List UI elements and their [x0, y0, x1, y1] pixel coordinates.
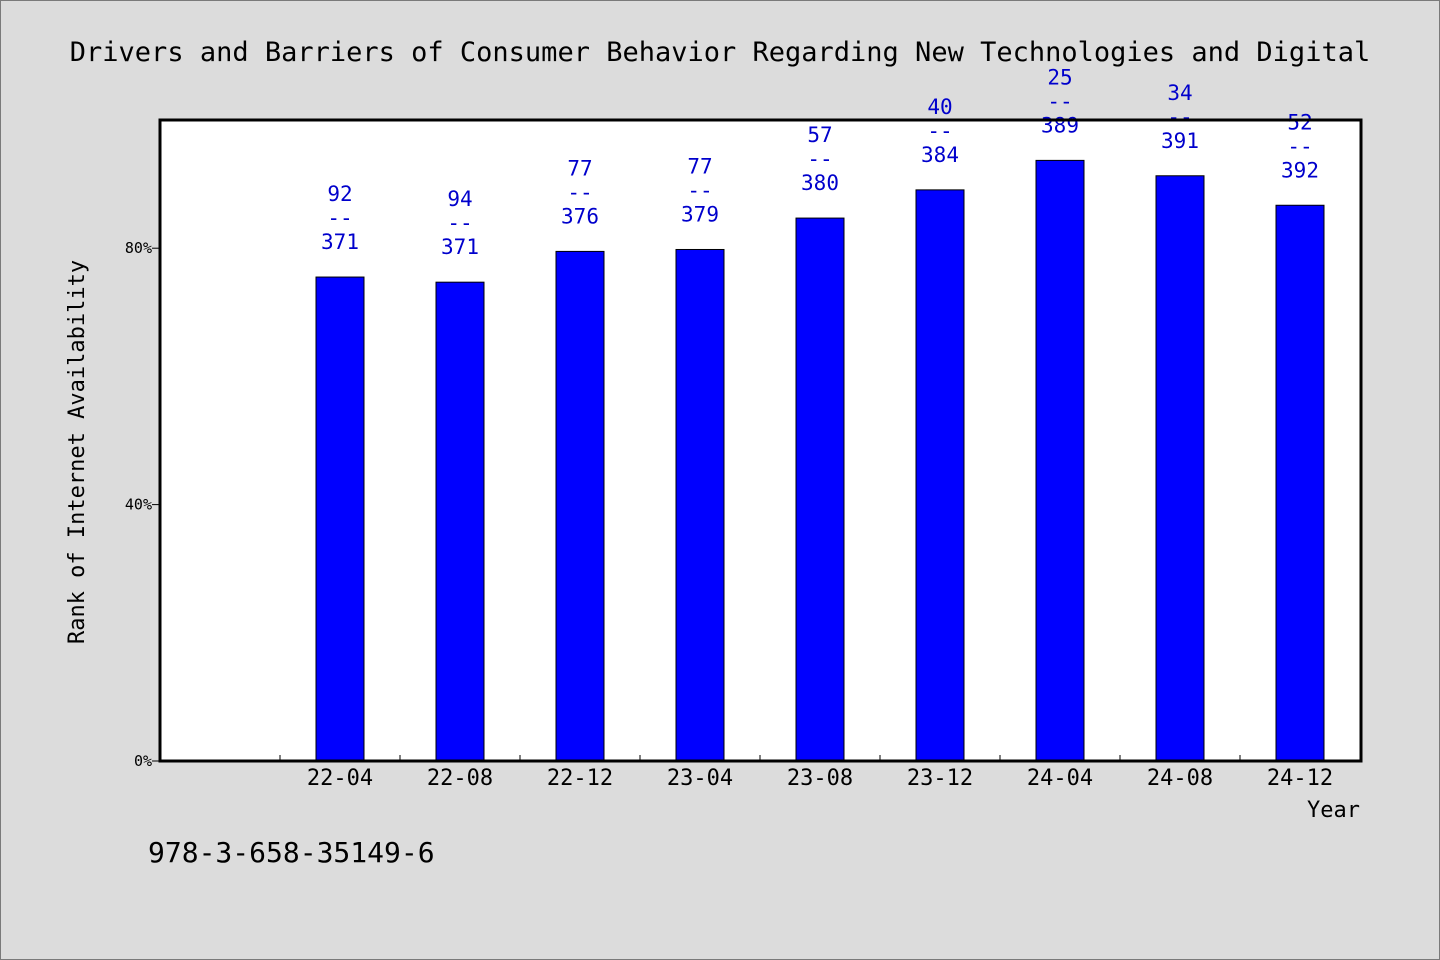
x-tick-label-24-08: 24-08	[1147, 766, 1213, 791]
data-label-24-04-line3: 389	[1041, 113, 1079, 137]
data-label-24-04-line2: --	[1047, 89, 1072, 113]
bar-23-04	[675, 248, 725, 762]
y-tick-label-0%: 0%	[134, 752, 152, 770]
data-labels-group: 92--37194--37177--37677--37957--38040--3…	[321, 65, 1319, 259]
data-label-22-12-line1: 77	[567, 156, 592, 180]
data-label-24-12-line1: 52	[1287, 110, 1312, 134]
x-tick-label-22-12: 22-12	[547, 766, 613, 791]
data-label-24-08-line2: --	[1167, 105, 1192, 129]
data-label-24-08-line1: 34	[1167, 81, 1192, 105]
data-label-23-12-line1: 40	[927, 95, 952, 119]
data-label-23-08-line1: 57	[807, 123, 832, 147]
data-label-22-04-line1: 92	[327, 182, 352, 206]
bar-22-04	[315, 276, 365, 762]
data-label-23-04-line1: 77	[687, 154, 712, 178]
data-label-23-08-line2: --	[807, 147, 832, 171]
x-tick-label-23-12: 23-12	[907, 766, 973, 791]
x-axis: 22-04 22-08 22-12 23-04 23-08 23-12 24-04 24-08…	[279, 755, 1361, 791]
data-label-22-04-line2: --	[327, 206, 352, 230]
bar-23-08	[795, 217, 845, 762]
y-tick-label-80%: 80%	[125, 239, 152, 257]
data-label-24-08-line3: 391	[1161, 129, 1199, 153]
bar-24-04	[1035, 159, 1085, 762]
x-tick-label-24-12: 24-12	[1267, 766, 1333, 791]
data-label-24-12-line3: 392	[1281, 158, 1319, 182]
x-axis-label: Year	[1307, 798, 1360, 823]
x-tick-label-23-08: 23-08	[787, 766, 853, 791]
bar-24-08	[1155, 175, 1205, 762]
data-label-22-08-line1: 94	[447, 187, 472, 211]
y-axis: 0% 40% 80%	[125, 239, 160, 770]
bar-24-12	[1275, 204, 1325, 762]
x-tick-label-23-04: 23-04	[667, 766, 733, 791]
x-tick-label-22-04: 22-04	[307, 766, 373, 791]
data-label-24-12-line2: --	[1287, 134, 1312, 158]
bars-group	[315, 159, 1325, 762]
bar-22-08	[435, 281, 485, 762]
isbn-footer: 978-3-658-35149-6	[148, 836, 435, 869]
y-axis-label: Rank of Internet Availability	[65, 260, 90, 644]
bar-23-12	[915, 189, 965, 762]
x-tick-label-24-04: 24-04	[1027, 766, 1093, 791]
data-label-23-12-line2: --	[927, 119, 952, 143]
data-label-23-12-line3: 384	[921, 143, 959, 167]
x-tick-label-22-08: 22-08	[427, 766, 493, 791]
bar-22-12	[555, 250, 605, 762]
data-label-22-08-line2: --	[447, 211, 472, 235]
data-label-23-04-line3: 379	[681, 202, 719, 226]
data-label-24-04-line1: 25	[1047, 65, 1072, 89]
data-label-23-08-line3: 380	[801, 171, 839, 195]
data-label-22-12-line3: 376	[561, 204, 599, 228]
data-label-22-08-line3: 371	[441, 235, 479, 259]
y-tick-label-40%: 40%	[125, 496, 152, 514]
data-label-22-12-line2: --	[567, 180, 592, 204]
data-label-22-04-line3: 371	[321, 230, 359, 254]
chart-title: Drivers and Barriers of Consumer Behavio…	[70, 37, 1370, 68]
data-label-23-04-line2: --	[687, 178, 712, 202]
